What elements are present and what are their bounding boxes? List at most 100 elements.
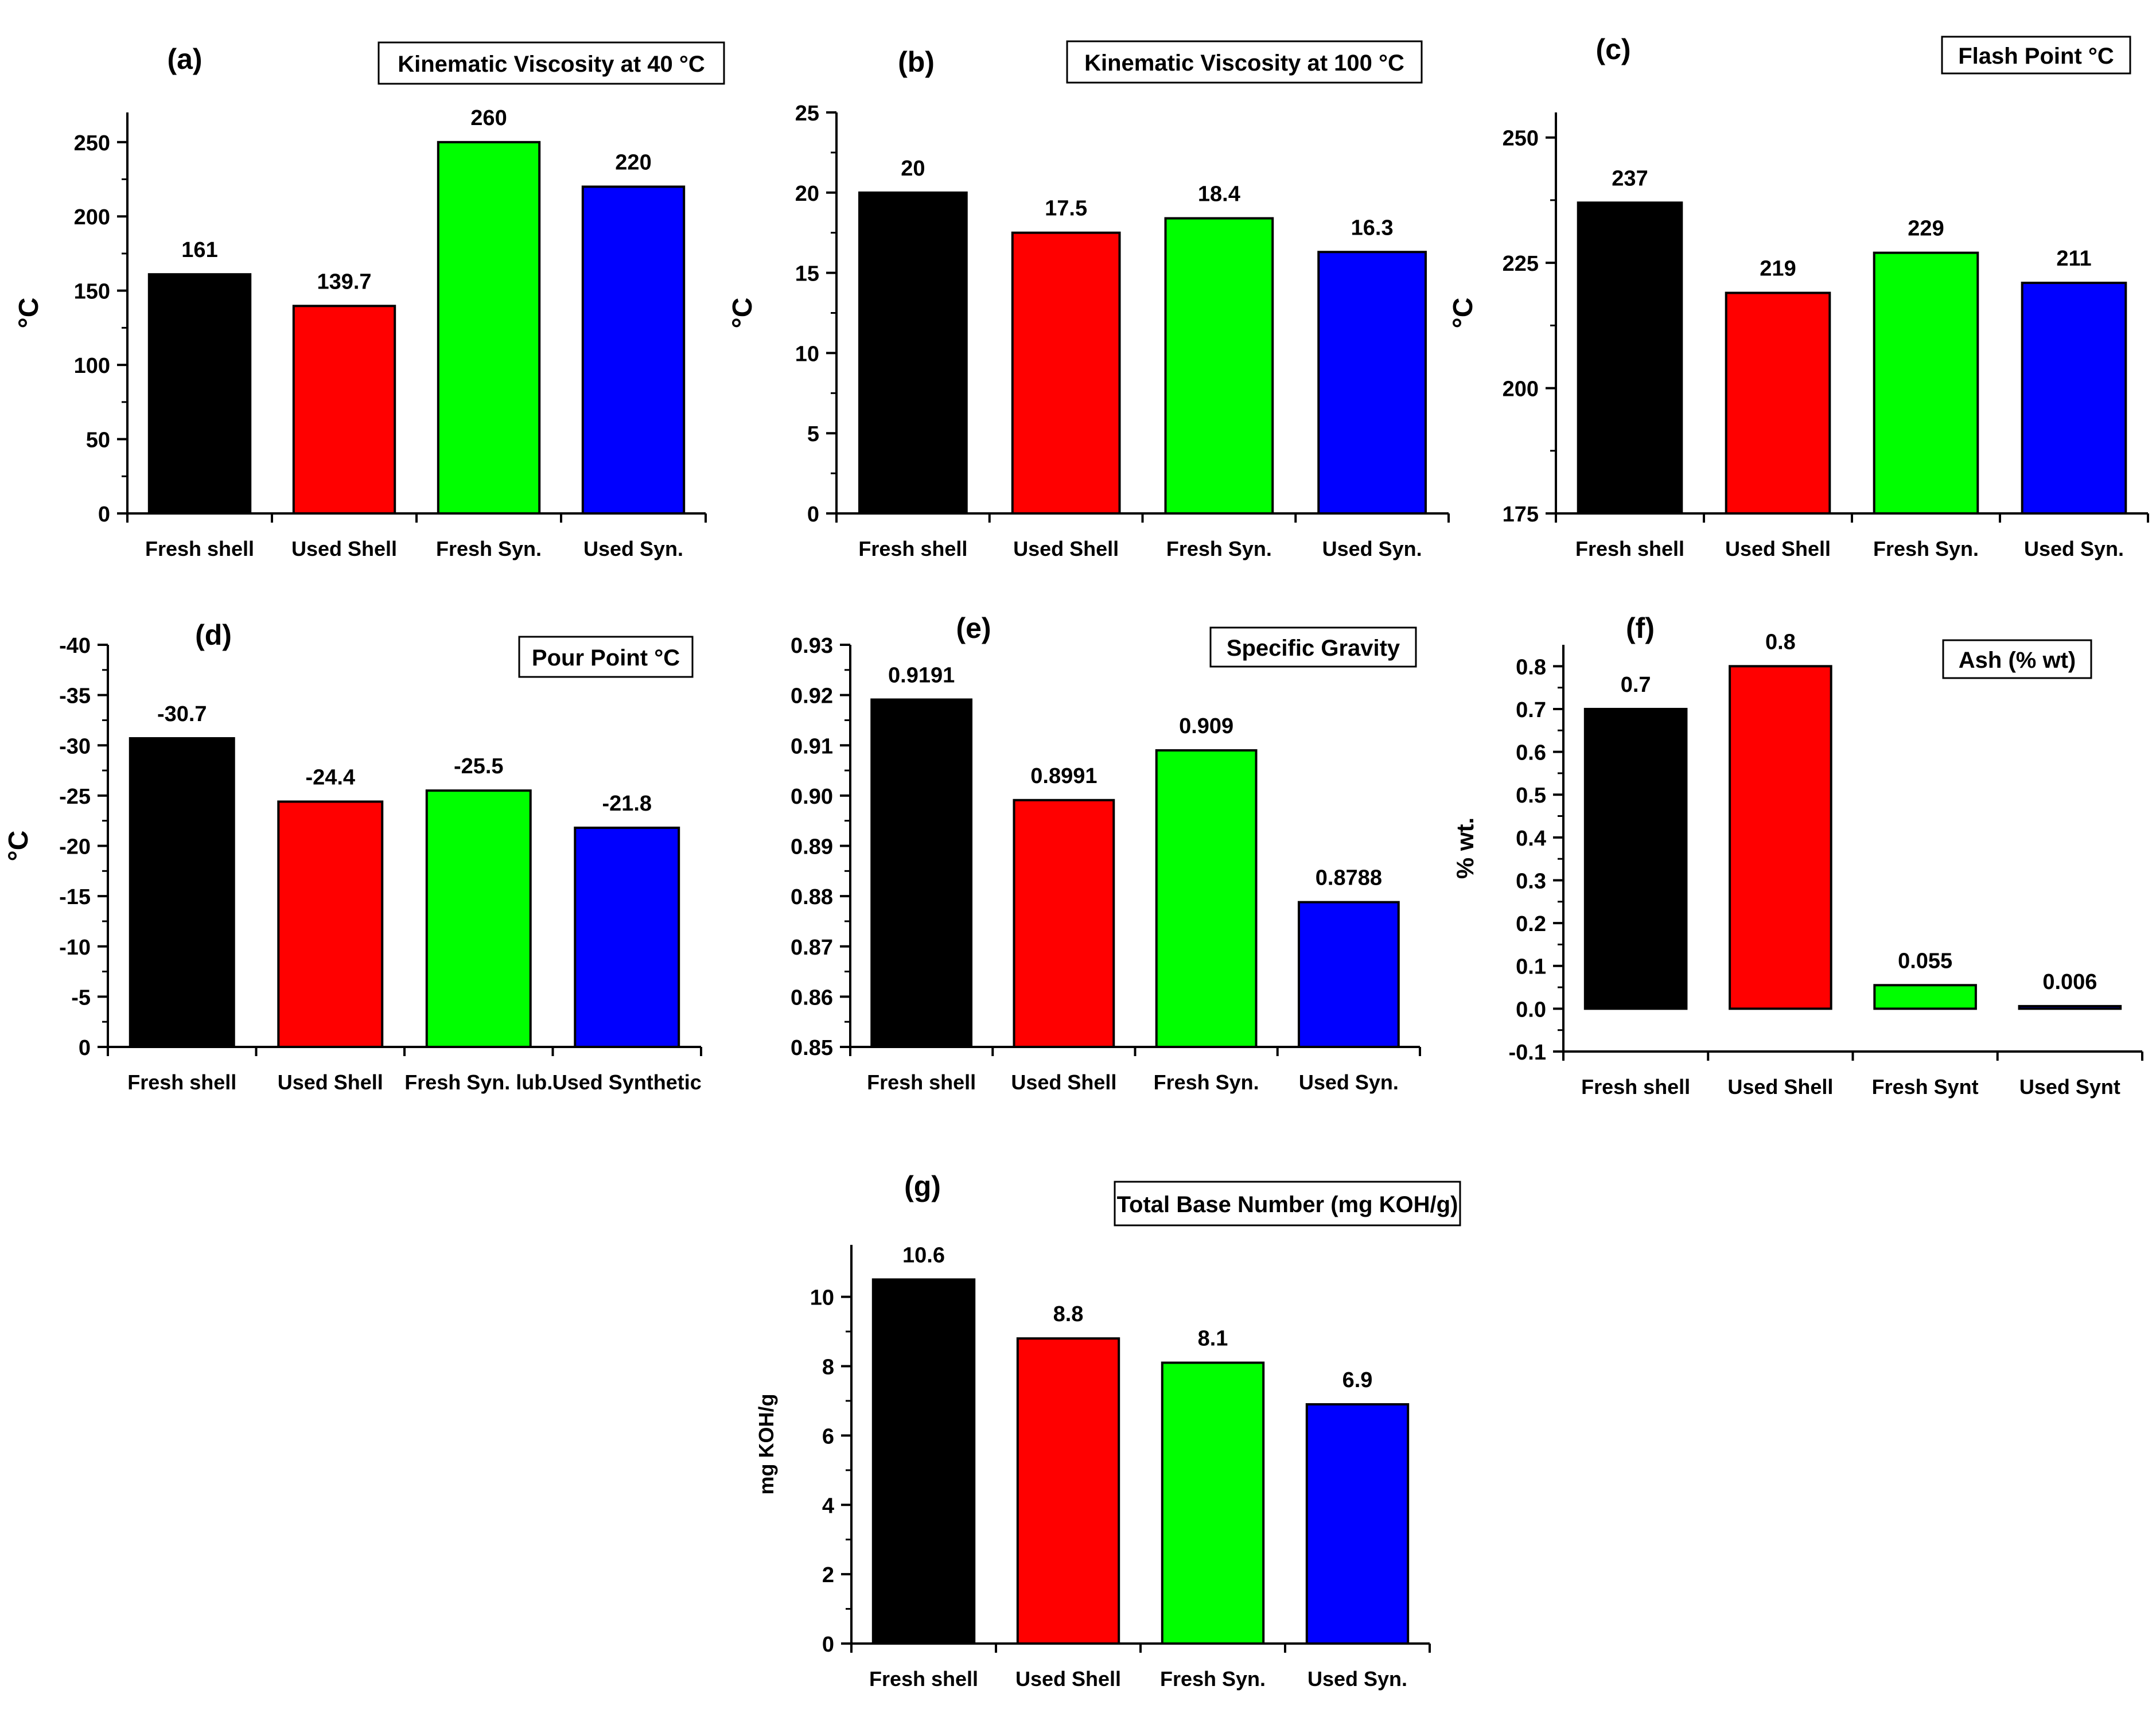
- y-tick-label: 20: [795, 182, 819, 206]
- bar: [1577, 201, 1683, 515]
- y-tick-label: 25: [795, 102, 819, 126]
- y-tick-label: 0.90: [791, 785, 833, 809]
- title-box: [1114, 1181, 1461, 1226]
- panel-label: (c): [1595, 33, 1630, 65]
- title-box: [378, 41, 725, 85]
- title-box: [1941, 36, 2131, 75]
- y-tick-label: 6: [822, 1424, 834, 1448]
- x-tick-label: Fresh shell: [867, 1070, 976, 1094]
- chart-panel: (e) Specific Gravity 0.85 0.86 0.87 0.88 0.89 0…: [791, 612, 1421, 1094]
- x-tick-label: Fresh Synt: [1872, 1075, 1979, 1099]
- y-tick-label: -40: [59, 634, 91, 658]
- panel-label: (f): [1626, 612, 1655, 644]
- data-label: -21.8: [602, 792, 652, 816]
- chart-title: Total Base Number (mg KOH/g): [1117, 1192, 1458, 1217]
- y-tick-label: 0.93: [791, 634, 833, 658]
- chart-title: Pour Point °C: [532, 645, 680, 671]
- y-tick-label: 10: [810, 1286, 834, 1310]
- y-tick-label: 15: [795, 262, 819, 286]
- x-tick-label: Used Synthetic: [552, 1070, 702, 1094]
- data-label: 6.9: [1342, 1368, 1373, 1392]
- chart-title: Kinematic Viscosity at 40 °C: [398, 52, 705, 77]
- y-tick-label: 0.5: [1516, 784, 1546, 808]
- y-tick-label: -35: [59, 684, 91, 708]
- x-tick-label: Used Syn.: [1299, 1070, 1399, 1094]
- bar: [147, 273, 252, 515]
- x-tick-label: Used Syn.: [583, 537, 683, 560]
- data-label: 161: [181, 238, 217, 262]
- y-tick-label: 2: [822, 1563, 834, 1587]
- x-tick-label: Fresh Syn. lub.: [404, 1070, 552, 1094]
- x-tick-label: Fresh shell: [1581, 1075, 1690, 1099]
- bar: [129, 737, 235, 1049]
- bar: [437, 141, 541, 515]
- panel-label: (b): [898, 46, 935, 78]
- y-axis-label: % wt.: [1451, 817, 1478, 879]
- y-tick-label: 0.4: [1516, 827, 1546, 851]
- x-tick-label: Used Shell: [1725, 537, 1831, 560]
- x-tick-label: Fresh shell: [869, 1667, 978, 1691]
- y-tick-label: 0.87: [791, 936, 833, 960]
- y-tick-label: 5: [807, 422, 819, 446]
- data-label: 0.9191: [888, 664, 955, 688]
- y-tick-label: 0: [79, 1036, 91, 1060]
- y-tick-label: 250: [74, 131, 110, 155]
- y-axis-label: mg KOH/g: [754, 1394, 778, 1495]
- bar: [1155, 749, 1258, 1048]
- data-label: 20: [901, 157, 925, 181]
- y-tick-label: 175: [1503, 503, 1539, 527]
- y-tick-label: -25: [59, 785, 91, 809]
- bar: [292, 305, 396, 515]
- bar: [574, 826, 680, 1048]
- bar: [1725, 291, 1831, 515]
- chart-title: Specific Gravity: [1227, 636, 1400, 661]
- data-label: 260: [470, 106, 507, 130]
- data-label: 16.3: [1351, 216, 1394, 240]
- x-tick-label: Used Shell: [1727, 1075, 1833, 1099]
- x-tick-label: Fresh shell: [127, 1070, 236, 1094]
- x-tick-label: Used Shell: [1015, 1667, 1121, 1691]
- y-tick-label: 0.8: [1516, 655, 1546, 679]
- y-tick-label: -20: [59, 835, 91, 859]
- chart-panel: (g) Total Base Number (mg KOH/g) 0 2 4 6 8 10 mg…: [754, 1170, 1461, 1691]
- x-tick-label: Used Synt: [2019, 1075, 2120, 1099]
- x-tick-label: Used Shell: [1011, 1070, 1116, 1094]
- data-label: 237: [1612, 166, 1648, 190]
- y-tick-label: 0: [807, 503, 819, 527]
- bar: [1016, 1337, 1120, 1645]
- bar: [1729, 665, 1832, 1010]
- y-tick-label: 100: [74, 354, 110, 378]
- y-tick-label: -15: [59, 885, 91, 909]
- chart-title: Flash Point °C: [1958, 44, 2114, 69]
- data-label: 0.8788: [1316, 866, 1382, 890]
- title-box: [518, 636, 694, 678]
- data-label: 0.7: [1621, 673, 1651, 697]
- data-label: 0.909: [1179, 714, 1233, 738]
- title-box: [1066, 40, 1423, 84]
- data-label: 220: [615, 150, 651, 174]
- bar: [2018, 1004, 2122, 1010]
- x-tick-label: Fresh Syn.: [1873, 537, 1979, 560]
- title-box: [1942, 639, 2092, 679]
- data-label: 0.8: [1765, 630, 1796, 654]
- bar: [871, 1278, 976, 1645]
- bar: [277, 800, 384, 1048]
- bar: [1011, 231, 1121, 515]
- x-tick-label: Fresh Syn.: [1160, 1667, 1266, 1691]
- data-label: -25.5: [454, 754, 504, 778]
- y-tick-label: 50: [86, 429, 110, 453]
- bar: [1317, 251, 1427, 515]
- bar: [1873, 984, 1977, 1010]
- x-tick-label: Used Shell: [1013, 537, 1119, 560]
- y-tick-label: 0: [98, 503, 110, 527]
- y-tick-label: 200: [1503, 377, 1539, 402]
- y-tick-label: 10: [795, 342, 819, 366]
- y-tick-label: -30: [59, 734, 91, 758]
- x-tick-label: Fresh Syn.: [436, 537, 542, 560]
- bar: [1583, 707, 1688, 1010]
- chart-title: Ash (% wt): [1959, 648, 2076, 673]
- chart-panel: (d) Pour Point °C 0 -5 -10 -15 -20 -25 -30 -35 -40…: [3, 619, 702, 1094]
- y-tick-label: 8: [822, 1356, 834, 1380]
- panel-label: (d): [195, 619, 232, 651]
- y-tick-label: 0.1: [1516, 955, 1546, 979]
